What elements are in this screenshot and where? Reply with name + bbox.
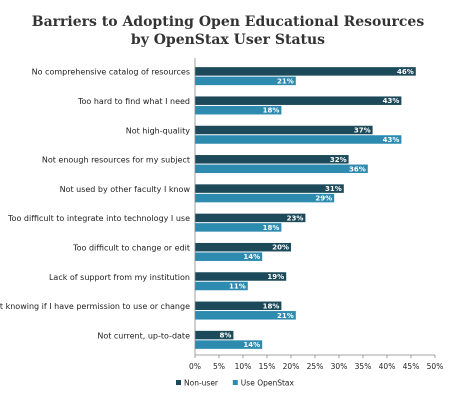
data-label: 36%	[349, 165, 366, 173]
x-tick-label: 15%	[259, 362, 276, 371]
chart-title: Barriers to Adopting Open Educational Re…	[32, 14, 425, 48]
chart-title-line: by OpenStax User Status	[131, 32, 325, 48]
bar-non-user	[195, 184, 344, 193]
legend-label: Non-user	[184, 379, 219, 388]
data-label: 31%	[325, 185, 342, 193]
x-tick-label: 0%	[189, 362, 201, 371]
legend: Non-user Use OpenStax	[176, 379, 295, 388]
data-label: 20%	[272, 244, 289, 252]
legend-label: Use OpenStax	[241, 379, 295, 388]
bar-non-user	[195, 272, 287, 281]
x-tick-label: 25%	[307, 362, 324, 371]
category-label: Not high-quality	[126, 126, 191, 135]
x-tick-label: 10%	[235, 362, 252, 371]
bars: 46% 21% 43% 18% 37% 43% 32%36% 31% 29% 23% 18% 20% 1…	[195, 67, 416, 349]
legend-swatch	[176, 380, 181, 385]
data-label: 43%	[383, 136, 400, 144]
bar-use-openstax	[195, 164, 368, 174]
data-label: 43%	[383, 97, 400, 105]
bar-non-user	[195, 213, 306, 223]
category-label: Too difficult to integrate into technolo…	[7, 214, 190, 223]
x-tick-label: 45%	[403, 362, 420, 371]
data-label: 37%	[354, 126, 371, 134]
data-label: 14%	[243, 341, 260, 349]
data-label: 19%	[267, 273, 284, 281]
category-label: No comprehensive catalog of resources	[32, 68, 190, 77]
data-label: 14%	[243, 253, 260, 261]
bar-use-openstax	[195, 193, 335, 203]
category-label: Not knowing if I have permission to use …	[0, 302, 190, 311]
bar-non-user	[195, 242, 291, 252]
x-tick-label: 5%	[213, 362, 225, 371]
bar-use-openstax	[195, 223, 282, 232]
bar-use-openstax	[195, 105, 282, 115]
bar-use-openstax	[195, 281, 248, 291]
x-tick-label: 40%	[379, 362, 396, 371]
data-label: 18%	[263, 302, 280, 310]
x-tick-label: 30%	[331, 362, 348, 371]
bar-use-openstax	[195, 311, 296, 320]
data-label: 32%	[330, 156, 347, 164]
bar-non-user	[195, 96, 402, 105]
x-tick-label: 20%	[283, 362, 300, 371]
legend-swatch	[232, 380, 238, 385]
chart-title-line: Barriers to Adopting Open Educational Re…	[32, 14, 425, 30]
data-label: 18%	[263, 107, 280, 115]
bar-use-openstax	[195, 252, 263, 261]
category-label: Too hard to find what I need	[77, 97, 190, 106]
data-label: 8%	[220, 332, 232, 340]
bar-non-user	[195, 125, 373, 135]
data-label: 21%	[277, 77, 294, 85]
bar-use-openstax	[195, 340, 263, 349]
bar-non-user	[195, 330, 234, 340]
x-tick-label: 50%	[427, 362, 444, 371]
category-label: Not enough resources for my subject	[42, 156, 190, 165]
data-label: 29%	[315, 195, 332, 203]
bar-use-openstax	[195, 135, 402, 144]
bar-use-openstax	[195, 76, 296, 86]
bar-non-user	[195, 67, 416, 76]
data-label: 11%	[229, 282, 246, 290]
bar-non-user	[195, 301, 282, 311]
data-label: 46%	[397, 68, 414, 76]
data-label: 23%	[287, 214, 304, 222]
category-label: Not current, up-to-date	[97, 331, 190, 340]
category-label: Lack of support from my institution	[49, 273, 190, 282]
data-label: 21%	[277, 312, 294, 320]
bar-non-user	[195, 155, 349, 164]
x-axis: 0% 5% 10% 15% 20% 25% 30% 35% 40% 45% 50%	[189, 58, 443, 371]
category-label: Too difficult to change or edit	[72, 243, 190, 252]
category-label: Not used by other faculty I know	[60, 185, 191, 194]
data-label: 18%	[263, 224, 280, 232]
category-labels: No comprehensive catalog of resources Too…	[0, 68, 190, 341]
x-tick-label: 35%	[355, 362, 372, 371]
